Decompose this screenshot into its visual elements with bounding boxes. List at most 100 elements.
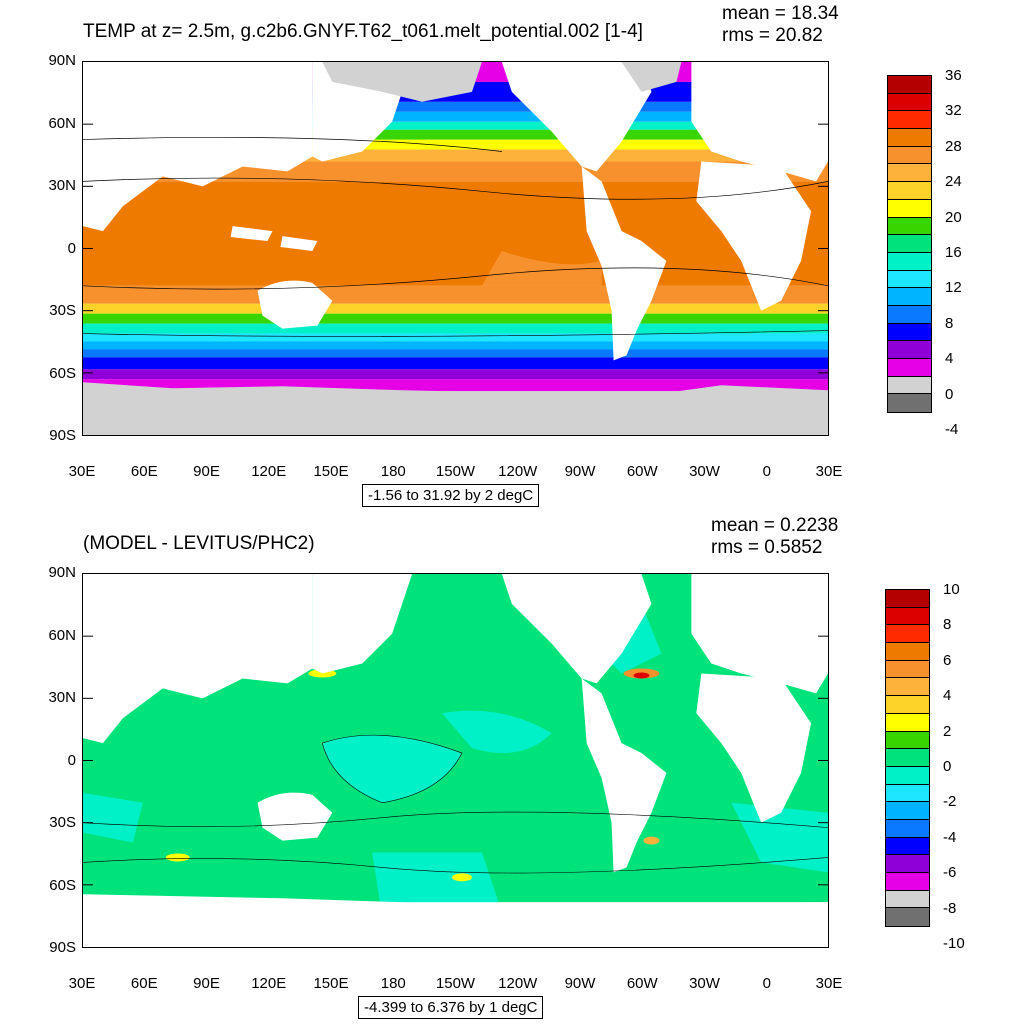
top-lon-label: 120E	[251, 463, 287, 480]
top-colorbar-cell	[888, 146, 931, 165]
bottom-lon-label: 150E	[313, 975, 349, 992]
top-lon-label: 0	[762, 463, 771, 480]
top-colorbar-cell	[888, 341, 931, 359]
top-lat-label-0: 0	[67, 240, 76, 257]
bottom-rms: rms = 0.5852	[711, 537, 823, 558]
bottom-colorbar-label: -4	[943, 828, 957, 846]
top-colorbar-cell	[888, 111, 931, 130]
top-colorbar-label: 16	[945, 244, 962, 261]
top-colorbar-label: 20	[945, 208, 962, 226]
top-lat-label-30n: 30N	[48, 177, 76, 194]
top-lon-label: 90W	[564, 463, 596, 480]
top-lat-label-90n: 90N	[48, 52, 76, 69]
bottom-map	[82, 573, 829, 948]
top-colorbar-cell	[888, 93, 931, 112]
top-colorbar-cell	[888, 323, 931, 342]
bottom-lon-label: 60E	[130, 975, 158, 992]
bottom-colorbar-label: 8	[943, 616, 952, 634]
top-colorbar-label: -4	[945, 421, 959, 438]
bottom-lat-label-30n: 30N	[48, 689, 76, 706]
bottom-colorbar-label: -10	[943, 935, 965, 952]
bottom-colorbar-cell	[886, 819, 929, 838]
top-colorbar-label: 0	[945, 385, 954, 403]
top-lon-label: 60E	[130, 463, 158, 480]
top-colorbar-cell	[888, 217, 931, 236]
top-range-box: -1.56 to 31.92 by 2 degC	[362, 484, 540, 507]
top-colorbar-label: 8	[945, 314, 954, 332]
bottom-lon-label: 180	[380, 975, 406, 992]
top-lon-label: 60W	[626, 463, 658, 480]
top-lon-label: 180	[380, 463, 406, 480]
bottom-colorbar-cell	[886, 766, 929, 785]
bottom-lat-label-90s: 90S	[49, 939, 76, 956]
top-colorbar-label: 28	[945, 137, 962, 155]
top-lat-label-90s: 90S	[49, 427, 76, 444]
top-colorbar-cell	[888, 235, 931, 253]
top-map-canvas	[83, 62, 828, 435]
bottom-colorbar-cell	[886, 643, 929, 661]
bottom-colorbar-label: 4	[943, 687, 952, 705]
bottom-colorbar-cell	[886, 749, 929, 767]
top-lon-label: 30E	[815, 463, 843, 480]
bottom-lon-label: 60W	[626, 975, 658, 992]
top-colorbar-cell	[888, 288, 931, 306]
top-colorbar-cell	[888, 270, 931, 289]
top-colorbar-cell	[888, 129, 931, 147]
bottom-colorbar-cell	[886, 890, 929, 909]
bottom-lat-label-30s: 30S	[49, 814, 76, 831]
bottom-colorbar-cell	[886, 696, 929, 714]
top-colorbar-label: 4	[945, 350, 954, 368]
bottom-colorbar-cell	[886, 731, 929, 750]
bottom-lon-label: 150W	[435, 975, 476, 992]
top-map	[82, 61, 829, 436]
top-lat-label-30s: 30S	[49, 302, 76, 319]
top-lon-label: 150W	[435, 463, 476, 480]
bottom-lat-label-60n: 60N	[48, 627, 76, 644]
bottom-panel: (MODEL - LEVITUS/PHC2) mean = 0.2238 rms…	[0, 512, 1024, 1024]
bottom-lat-label-90n: 90N	[48, 564, 76, 581]
bottom-colorbar-cell	[886, 678, 929, 697]
bottom-colorbar-label: -8	[943, 899, 957, 917]
top-lon-label: 30W	[689, 463, 720, 480]
bottom-colorbar	[885, 589, 930, 928]
top-lon-label: 30E	[68, 463, 96, 480]
top-lat-label-60n: 60N	[48, 115, 76, 132]
bottom-lon-label: 0	[762, 975, 771, 992]
top-colorbar-label: 32	[945, 102, 962, 120]
bottom-lon-label: 90W	[564, 975, 596, 992]
top-rms: rms = 20.82	[722, 25, 823, 46]
top-colorbar-cell	[888, 394, 931, 413]
bottom-title: (MODEL - LEVITUS/PHC2)	[83, 533, 315, 554]
bottom-colorbar-cell	[886, 784, 929, 803]
bottom-lat-label-0: 0	[67, 752, 76, 769]
bottom-lon-label: 30W	[689, 975, 720, 992]
bottom-lon-label: 30E	[68, 975, 96, 992]
top-colorbar-cell	[888, 376, 931, 395]
top-colorbar-cell	[888, 76, 931, 94]
top-colorbar-label: 24	[945, 173, 962, 191]
bottom-colorbar-label: 2	[943, 722, 952, 740]
top-colorbar	[887, 75, 932, 414]
top-colorbar-cell	[888, 199, 931, 218]
bottom-colorbar-cell	[886, 873, 929, 891]
bottom-colorbar-label: 0	[943, 758, 952, 775]
top-lon-label: 90E	[193, 463, 220, 480]
bottom-colorbar-cell	[886, 660, 929, 679]
top-colorbar-cell	[888, 252, 931, 271]
bottom-lon-label: 120W	[498, 975, 538, 992]
bottom-colorbar-cell	[886, 908, 929, 927]
bottom-lat-label-60s: 60S	[49, 877, 76, 894]
top-title: TEMP at z= 2.5m, g.c2b6.GNYF.T62_t061.me…	[83, 21, 643, 42]
bottom-colorbar-cell	[886, 855, 929, 873]
bottom-colorbar-label: 6	[943, 651, 952, 669]
top-lon-label: 120W	[498, 463, 538, 480]
bottom-map-canvas	[83, 574, 828, 947]
bottom-colorbar-cell	[886, 802, 929, 820]
bottom-colorbar-label: -2	[943, 793, 957, 811]
top-colorbar-cell	[888, 305, 931, 324]
top-lat-label-60s: 60S	[49, 365, 76, 382]
bottom-lon-label: 90E	[193, 975, 220, 992]
bottom-colorbar-cell	[886, 713, 929, 732]
bottom-colorbar-label: 10	[943, 581, 960, 598]
bottom-colorbar-cell	[886, 590, 929, 608]
